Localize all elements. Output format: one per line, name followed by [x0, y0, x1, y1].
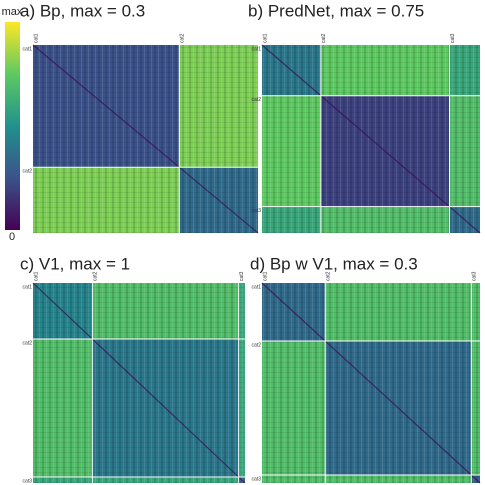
panel-title: d) Bp w V1, max = 0.3 [250, 254, 418, 273]
diagonal [32, 282, 246, 484]
row-category-label: cat2 [252, 342, 262, 348]
panel-title: c) V1, max = 1 [20, 254, 130, 273]
row-category-label: cat1 [23, 46, 33, 52]
row-category-label: cat3 [23, 478, 33, 484]
panel-title: a) Bp, max = 0.3 [20, 1, 145, 20]
column-category-label: cat1 [33, 33, 39, 43]
row-category-label: cat3 [252, 208, 262, 214]
diagonal [32, 44, 259, 234]
row-category-label: cat1 [23, 284, 33, 290]
colorbar-bottom-label: 0 [9, 231, 15, 243]
column-category-label: cat1 [33, 271, 39, 281]
colorbar-top-label: max [2, 6, 23, 18]
column-category-label: cat1 [262, 33, 268, 43]
row-category-label: cat2 [252, 97, 262, 103]
diagonal [261, 44, 481, 234]
colorbar [5, 22, 20, 230]
column-category-label: cat1 [262, 271, 268, 281]
column-category-label: cat2 [326, 271, 332, 281]
column-category-label: cat3 [450, 33, 456, 43]
panel-title: b) PredNet, max = 0.75 [248, 1, 424, 20]
row-category-label: cat2 [23, 340, 33, 346]
column-category-label: cat2 [93, 271, 99, 281]
column-category-label: cat3 [239, 271, 245, 281]
row-category-label: cat1 [252, 46, 262, 52]
column-category-label: cat2 [180, 33, 186, 43]
row-category-label: cat2 [23, 169, 33, 175]
column-category-label: cat3 [472, 271, 478, 281]
row-category-label: cat1 [252, 284, 262, 290]
column-category-label: cat2 [321, 33, 327, 43]
row-category-label: cat3 [252, 476, 262, 482]
diagonal [261, 282, 481, 484]
